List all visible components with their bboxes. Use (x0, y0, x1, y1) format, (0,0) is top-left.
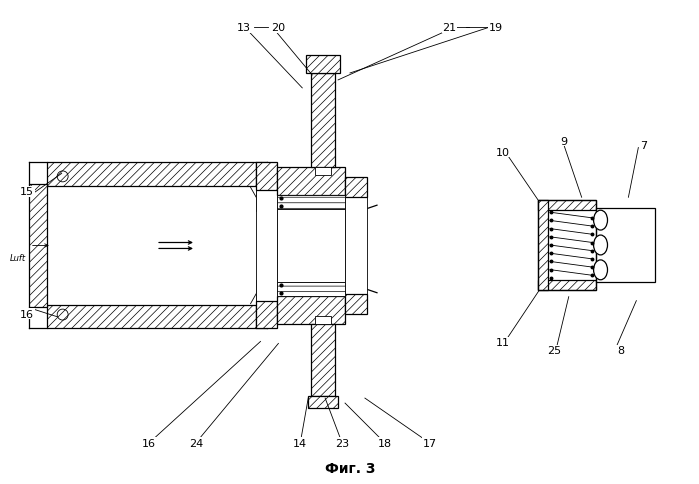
Text: 16: 16 (20, 309, 34, 319)
Text: 16: 16 (142, 438, 156, 448)
Text: 23: 23 (335, 438, 349, 448)
Polygon shape (306, 56, 340, 74)
Text: Luft: Luft (10, 254, 26, 263)
Ellipse shape (57, 171, 68, 182)
Polygon shape (278, 282, 345, 296)
Text: 25: 25 (547, 346, 561, 356)
Polygon shape (345, 178, 367, 198)
Polygon shape (278, 296, 345, 324)
Text: 13: 13 (236, 23, 251, 33)
Text: 15: 15 (20, 187, 34, 197)
Polygon shape (29, 185, 47, 307)
Bar (315, 168, 331, 176)
Text: 14: 14 (293, 438, 308, 448)
Ellipse shape (593, 236, 607, 256)
Polygon shape (47, 305, 256, 329)
Polygon shape (538, 201, 548, 290)
Text: 20: 20 (271, 23, 285, 33)
Text: Фиг. 3: Фиг. 3 (325, 461, 375, 475)
Ellipse shape (593, 260, 607, 280)
Ellipse shape (593, 211, 607, 230)
Polygon shape (311, 74, 335, 168)
Text: 18: 18 (377, 438, 392, 448)
Bar (256, 191, 278, 301)
Text: 19: 19 (489, 23, 503, 33)
Text: 7: 7 (640, 140, 647, 150)
Polygon shape (47, 163, 256, 187)
Bar (315, 316, 331, 324)
Text: 21: 21 (442, 23, 456, 33)
Text: 17: 17 (422, 438, 437, 448)
Text: 24: 24 (189, 438, 203, 448)
Polygon shape (538, 201, 596, 211)
Bar (596, 209, 655, 282)
Text: 10: 10 (496, 147, 510, 157)
Bar (278, 210, 345, 282)
Polygon shape (256, 163, 278, 191)
Ellipse shape (57, 309, 68, 320)
Polygon shape (278, 168, 345, 196)
Text: 8: 8 (617, 346, 624, 356)
Polygon shape (538, 280, 596, 290)
Bar (345, 198, 367, 294)
Bar (47, 187, 256, 305)
Polygon shape (278, 196, 345, 210)
Polygon shape (256, 301, 278, 329)
Polygon shape (308, 396, 338, 408)
Polygon shape (311, 324, 335, 396)
Text: 11: 11 (496, 338, 510, 348)
Text: 9: 9 (560, 136, 568, 146)
Polygon shape (345, 294, 367, 314)
Bar (548, 211, 596, 280)
Bar (538, 201, 596, 290)
